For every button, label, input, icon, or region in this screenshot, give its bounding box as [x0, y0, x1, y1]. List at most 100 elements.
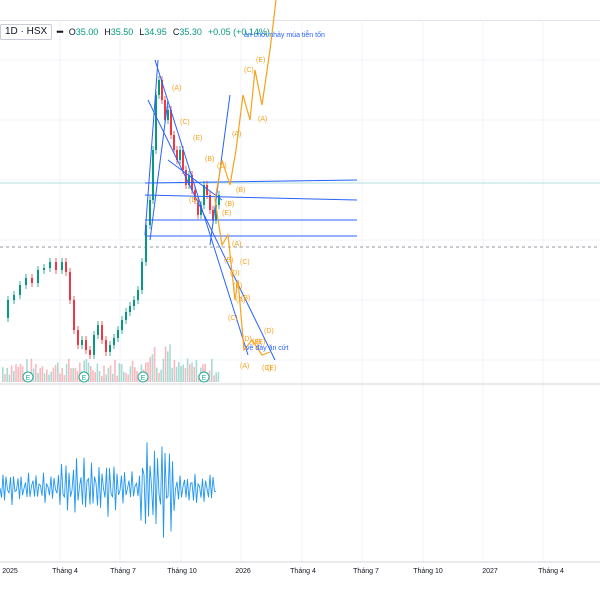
volume-bar [151, 354, 154, 382]
wave-label-down: (C) [240, 259, 250, 266]
high-label: H [104, 27, 111, 37]
volume-bar [83, 360, 85, 382]
wave-label-down: (A) [240, 363, 249, 370]
wave-label-up: (C) [244, 67, 254, 74]
top-toolbar [0, 0, 600, 21]
volume-bar [52, 367, 55, 382]
candle-body [19, 285, 21, 295]
wave-label-down: (B) [224, 257, 233, 264]
volume-bar [32, 368, 35, 382]
candle-body [158, 80, 160, 95]
volume-bar [127, 374, 129, 382]
candle-body [218, 195, 220, 205]
volume-bar [109, 365, 112, 382]
candle-body [152, 150, 154, 200]
candle-body [77, 330, 79, 345]
volume-bar [112, 373, 114, 382]
candle-body [25, 278, 27, 285]
low-value: 34.95 [144, 27, 167, 37]
wave-label-down: (C) [228, 315, 238, 322]
candle-body [194, 190, 196, 200]
candle-body [176, 150, 178, 160]
trend-line-6 [144, 194, 358, 201]
symbol-selector[interactable]: 1D · HSX [0, 24, 53, 40]
candle-body [49, 262, 51, 268]
volume-bar [96, 363, 99, 382]
volume-bar [160, 369, 162, 382]
x-tick-label: Tháng 4 [52, 568, 78, 575]
candle-body [97, 325, 99, 335]
annotation-top: ăn chơi nhảy múa tiễn tốn [244, 30, 325, 39]
volume-bar [116, 375, 118, 382]
candle-body [167, 110, 169, 120]
wave-label-up: (D) [189, 197, 199, 204]
volume-bar [15, 364, 17, 382]
volume-bar [41, 366, 44, 382]
volume-bar [54, 365, 57, 382]
candle-body [141, 262, 143, 290]
candle-body [31, 278, 33, 283]
volume-bar [2, 367, 4, 382]
candle-body [69, 272, 71, 300]
candle-body [182, 150, 184, 170]
volume-bar [213, 375, 215, 382]
candle-body [7, 300, 9, 318]
trend-line-1 [149, 99, 169, 241]
x-tick-label: Tháng 4 [290, 568, 316, 575]
volume-bar [129, 366, 132, 382]
candle-body [215, 205, 217, 220]
trend-line-5 [144, 179, 358, 184]
candle-body [13, 295, 15, 300]
wave-label-down: (D) [264, 328, 274, 335]
candle-body [121, 320, 123, 330]
more-options-icon[interactable]: ••• [56, 27, 64, 37]
ohlc-close: C35.30 [173, 27, 202, 37]
volume-bar [76, 371, 79, 382]
volume-bar [61, 367, 63, 382]
candle-body [133, 300, 135, 306]
volume-bar [94, 372, 96, 382]
volume-bar [189, 364, 191, 382]
volume-bar [158, 372, 160, 382]
trend-line-2 [154, 59, 249, 356]
volume-bar [171, 367, 173, 382]
volume-bar [182, 364, 184, 382]
candle-body [125, 312, 127, 320]
candle-body [129, 306, 131, 312]
event-marker-2 [137, 371, 149, 383]
volume-bar [195, 360, 198, 382]
candle-body [173, 135, 175, 150]
wave-label-up: (A) [232, 131, 241, 138]
volume-bar [180, 366, 182, 382]
ohlc-open: O35.00 [69, 27, 99, 37]
candle-body [37, 270, 39, 283]
high-value: 35.50 [110, 27, 134, 37]
low-label: L [139, 27, 145, 37]
volume-bar [90, 366, 92, 382]
volume-bar [19, 363, 22, 382]
candle-body [73, 300, 75, 330]
volume-bar [178, 361, 180, 382]
wave-label-up: (D) [217, 163, 227, 170]
volume-bar [21, 365, 24, 382]
event-marker-label: E [82, 375, 87, 382]
x-tick-label: Tháng 7 [353, 568, 379, 575]
wave-label-down: (E) [233, 283, 242, 290]
volume-bar [35, 363, 37, 382]
x-tick-label: Tháng 10 [167, 568, 197, 575]
candle-body [200, 205, 202, 215]
candle-body [113, 338, 115, 345]
wave-label-up: (A) [258, 116, 267, 123]
candle-body [61, 262, 63, 270]
candle-body [89, 350, 91, 355]
trend-line-9 [167, 159, 223, 201]
volume-bar [134, 367, 136, 382]
candle-body [149, 200, 151, 225]
event-marker-label: E [141, 375, 146, 382]
volume-bar [72, 368, 74, 382]
open-value: 35.00 [75, 27, 99, 37]
volume-bar [105, 374, 107, 382]
volume-bar [85, 359, 88, 382]
volume-bar [149, 356, 151, 382]
